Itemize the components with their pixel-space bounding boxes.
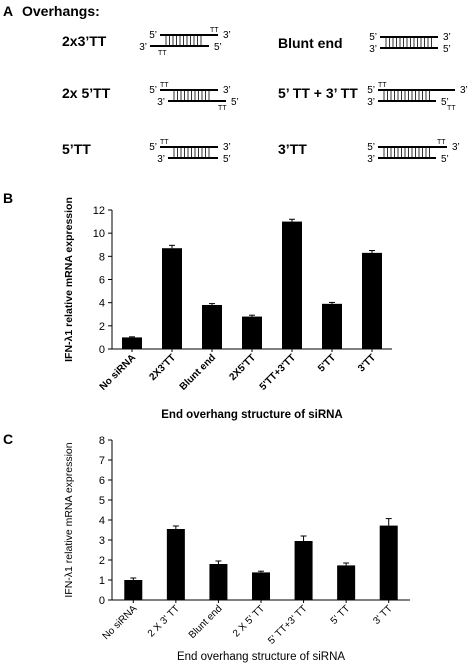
strand-end-label: 3’ — [223, 85, 231, 96]
tt-overhang-label: TT — [447, 105, 456, 112]
strand-end-label: 3’ — [223, 142, 231, 153]
panel-b-letter: B — [3, 190, 13, 206]
y-tick-label: 5 — [99, 495, 105, 507]
strand-end-label: 5’ — [223, 154, 231, 165]
strand-end-label: 5’ — [441, 97, 449, 108]
tt-overhang-label: TT — [218, 105, 227, 112]
y-tick-label: 10 — [93, 228, 105, 240]
strand-end-label: 5’ — [367, 142, 375, 153]
strand-end-label: 5’ — [214, 42, 222, 53]
chart-panel-c: 0 1 2 3 4 5 6 7 8 No siRNA 2 X 3' TT Blunt end 2 X 5… — [63, 435, 410, 663]
strand-end-label: 5’ — [231, 97, 239, 108]
y-tick-label: 2 — [99, 555, 105, 567]
strand-end-label: 3’ — [367, 154, 375, 165]
bar — [282, 221, 302, 349]
x-tick-label: 3'TT — [356, 352, 378, 374]
bar — [362, 252, 382, 349]
y-tick-label: 12 — [93, 205, 105, 217]
bar — [124, 580, 143, 600]
bar — [322, 303, 342, 349]
y-tick-label: 6 — [99, 475, 105, 487]
panel-a-letter: A — [3, 3, 13, 19]
strand-end-label: 5’ — [367, 85, 375, 96]
strand-end-label: 5’ — [443, 44, 451, 55]
bar — [166, 529, 185, 600]
bar — [242, 316, 262, 349]
strand-end-label: 3’ — [367, 97, 375, 108]
y-tick-label: 6 — [99, 275, 105, 287]
strand-end-label: 3’ — [369, 44, 377, 55]
overhang-label-blunt: Blunt end — [278, 35, 343, 51]
x-tick-label: 5'TT — [316, 352, 338, 374]
x-tick-label: 2X3'TT — [147, 352, 178, 383]
x-tick-label: 3' TT — [371, 603, 395, 627]
bar — [379, 525, 398, 600]
overhang-label-2x5tt: 2x 5’TT — [62, 85, 111, 101]
tt-overhang-label: TT — [158, 50, 167, 57]
x-tick-label: 2 X 3' TT — [146, 603, 182, 639]
tt-overhang-label: TT — [160, 139, 169, 146]
strand-end-label: 5’ — [149, 85, 157, 96]
strand-end-label: 3’ — [139, 42, 147, 53]
tt-overhang-label: TT — [210, 27, 219, 34]
duplex-diagram-5tt: 5’ 3’3’ 5’TT — [149, 139, 231, 165]
duplex-diagram-3tt: 5’ 3’3’ 5’TT — [367, 139, 460, 165]
bar — [162, 248, 182, 349]
overhang-label-2x3tt: 2x3’TT — [62, 33, 107, 49]
y-tick-label: 1 — [99, 575, 105, 587]
x-axis-label: End overhang structure of siRNA — [161, 409, 342, 421]
bar — [209, 564, 228, 600]
y-tick-label: 8 — [99, 435, 105, 447]
bar — [252, 572, 270, 600]
strand-end-label: 5’ — [149, 30, 157, 41]
strand-end-label: 3’ — [460, 85, 468, 96]
tt-overhang-label: TT — [160, 82, 169, 89]
y-tick-label: 0 — [99, 344, 105, 356]
y-axis-label: IFN-λ1 relative mRNA expression — [63, 197, 75, 362]
x-tick-label: 2X5'TT — [227, 352, 258, 383]
y-axis-label: IFN-λ1 relative mRNA expression — [63, 442, 75, 597]
bar — [202, 304, 222, 349]
y-tick-label: 8 — [99, 251, 105, 263]
tt-overhang-label: TT — [437, 139, 446, 146]
bar — [337, 565, 356, 600]
y-tick-label: 4 — [99, 298, 105, 310]
duplex-diagram-blunt: 5’ 3’3’ 5’ — [369, 32, 451, 55]
strand-end-label: 3’ — [157, 97, 165, 108]
x-axis-label: End overhang structure of siRNA — [177, 651, 345, 663]
y-tick-label: 3 — [99, 535, 105, 547]
x-tick-label: 5' TT — [329, 603, 353, 627]
y-tick-label: 2 — [99, 321, 105, 333]
x-tick-label: Blunt end — [178, 352, 218, 392]
y-tick-label: 7 — [99, 455, 105, 467]
strand-end-label: 5’ — [369, 32, 377, 43]
y-tick-label: 4 — [99, 515, 105, 527]
tt-overhang-label: TT — [378, 82, 387, 89]
x-tick-label: No siRNA — [101, 603, 140, 642]
strand-end-label: 3’ — [452, 142, 460, 153]
x-tick-label: 2 X 5' TT — [231, 603, 267, 639]
overhang-label-5tt: 5’TT — [62, 141, 91, 157]
overhang-label-3tt: 3’TT — [278, 141, 307, 157]
x-tick-label: No siRNA — [98, 352, 138, 392]
panel-a-title: Overhangs: — [22, 3, 100, 19]
strand-end-label: 3’ — [223, 30, 231, 41]
x-tick-label: 5' TT+3' TT — [266, 603, 309, 646]
overhang-label-5tt-3tt: 5’ TT + 3’ TT — [278, 85, 358, 101]
x-tick-label: Blunt end — [187, 603, 225, 641]
strand-end-label: 3’ — [157, 154, 165, 165]
strand-end-label: 5’ — [149, 142, 157, 153]
bar — [294, 541, 313, 600]
strand-end-label: 3’ — [443, 32, 451, 43]
x-tick-label: 5'TT+3'TT — [258, 352, 298, 392]
bar — [122, 337, 142, 349]
strand-end-label: 5’ — [441, 154, 449, 165]
y-tick-label: 0 — [99, 595, 105, 607]
panel-c-letter: C — [3, 431, 13, 447]
